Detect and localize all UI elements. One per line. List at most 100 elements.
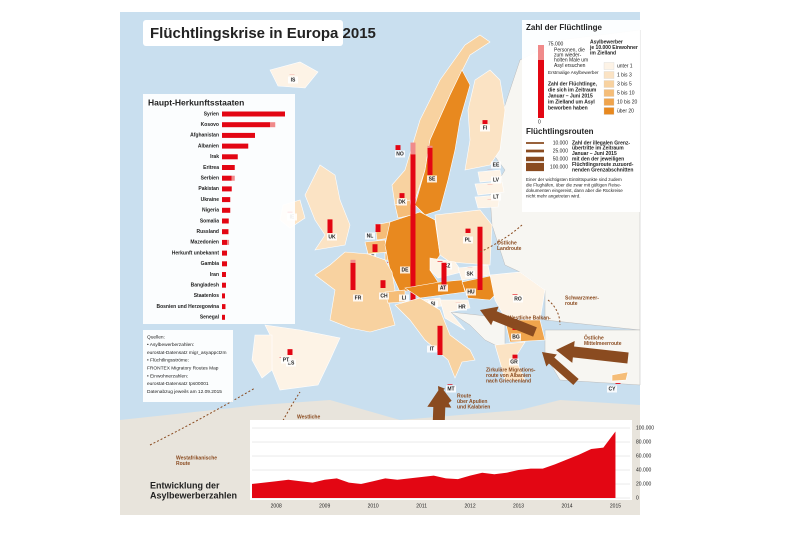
country-code: HU xyxy=(467,289,475,295)
route-label: Route xyxy=(176,461,190,467)
asylum-bar-first xyxy=(399,193,405,198)
route-label: Östliche xyxy=(497,239,517,246)
origin-name: Bangladesh xyxy=(191,283,219,289)
routes-legend-text: Flüchtlingsroute zuzuord- xyxy=(572,162,634,168)
asylum-bar-first xyxy=(437,261,443,262)
source-line: • Flüchtlingsströme: xyxy=(147,358,189,364)
origin-bar-first xyxy=(222,239,228,245)
country-label-bg xyxy=(463,236,473,244)
country-code: PT xyxy=(283,357,289,363)
route-label: Westliche xyxy=(297,414,320,420)
asylum-bar-first xyxy=(395,145,401,150)
country-code: BG xyxy=(512,334,520,340)
source-line: eurostat-Datensatz tps00001 xyxy=(147,381,209,387)
legend-class-label: 1 bis 3 xyxy=(617,72,632,78)
country-label-bg xyxy=(466,288,476,296)
route-label: Östliche xyxy=(584,334,604,341)
route-dashed xyxy=(149,387,256,446)
legend-bar-top: 75.000 xyxy=(548,41,564,47)
legend-class-label: über 20 xyxy=(617,108,634,114)
country-label-bg xyxy=(442,262,452,270)
asylum-bar-first xyxy=(441,262,447,290)
origin-bar-first xyxy=(222,175,232,181)
x-tick-label: 2014 xyxy=(561,503,572,509)
origin-bar-first xyxy=(222,229,228,235)
country-area xyxy=(464,69,506,171)
legend-bar-text: Januar – Juni 2015 xyxy=(548,93,593,99)
asylum-bar-first xyxy=(482,120,488,124)
origin-name: Afghanistan xyxy=(190,133,219,139)
country-label-bg xyxy=(465,270,475,278)
country-label-bg xyxy=(395,150,405,158)
legend-class-label: 10 bis 20 xyxy=(617,99,638,105)
route-label: Landroute xyxy=(497,246,522,252)
legend-repeat-text: Asyl ersuchen xyxy=(554,63,586,69)
asylum-bar-first xyxy=(512,294,518,295)
origin-name: Mazedonien xyxy=(190,240,219,246)
route-label: Westliche Balkan- xyxy=(508,315,551,321)
country-code: SK xyxy=(467,271,474,277)
country-label-bg xyxy=(365,232,375,240)
route-label: und Kalabrien xyxy=(457,404,490,410)
origins-chart: Syrien Kosovo Afghanistan Albanien Irak Eritr… xyxy=(156,111,285,321)
country-label-bg xyxy=(607,385,617,393)
legend-rate-title: je 10.000 Einwohner xyxy=(589,45,638,51)
legend-rate-title: Asylbewerber xyxy=(590,39,623,45)
source-line: • Asylbewerberzahlen: xyxy=(147,342,194,348)
legend: Zahl der Flüchtlinge 75.000 0 Personen, die… xyxy=(526,23,638,198)
route-label: Route xyxy=(457,393,471,399)
country-label-bg xyxy=(327,233,337,241)
asylum-bar-first xyxy=(380,280,386,288)
x-tick-label: 2009 xyxy=(319,503,330,509)
area xyxy=(252,431,616,498)
country-label-bg xyxy=(400,266,410,274)
country-area xyxy=(304,164,351,251)
country-code: MT xyxy=(447,386,454,392)
asylum-bar-first xyxy=(410,154,416,310)
country-code: PL xyxy=(465,237,471,243)
country-label-bg xyxy=(511,333,521,341)
origin-name: Albanien xyxy=(198,143,219,149)
asylum-bar-first xyxy=(447,384,453,385)
country-code: CZ xyxy=(444,263,451,269)
sources-box xyxy=(143,330,233,402)
asylum-bar-first xyxy=(465,228,471,233)
country-code: LI xyxy=(402,295,407,301)
asylum-bar-first xyxy=(615,383,621,384)
countries: ISNOSEFIEELVLTDKIEUKNLBELUDEPLCZSKATHUFR… xyxy=(251,34,629,397)
legend-class-swatch xyxy=(603,80,615,88)
country-code: DK xyxy=(398,199,406,205)
country-label-bg xyxy=(427,175,437,183)
asylum-bar-first xyxy=(350,262,356,290)
country-code: NO xyxy=(396,151,404,157)
country-code: GR xyxy=(510,359,518,365)
country-area xyxy=(394,297,476,379)
origin-name: Serbien xyxy=(201,176,219,182)
legend-class-label: 3 bis 5 xyxy=(617,81,632,87)
country-label-bg xyxy=(399,294,409,302)
origin-name: Kosovo xyxy=(201,122,219,128)
asylum-bar-first xyxy=(287,349,293,355)
country-label-bg xyxy=(513,295,523,303)
origin-name: Irak xyxy=(210,154,219,160)
country-code: DE xyxy=(402,267,410,273)
legend-class-swatch xyxy=(603,89,615,97)
legend-bar-text: die sich im Zeitraum xyxy=(548,87,597,93)
origin-bar-first xyxy=(222,197,231,203)
origins-box xyxy=(143,94,295,324)
source-line: FRONTEX Migratory Routes Map xyxy=(147,365,219,371)
source-line: Datenabzug jeweils am 12.09.2015 xyxy=(147,389,222,395)
origin-name: Gambia xyxy=(201,261,220,267)
route-label: route von Albanien xyxy=(486,373,531,379)
country-label-bg xyxy=(428,300,438,308)
route-label: Schwarzmeer- xyxy=(565,295,599,301)
country-label-bg xyxy=(281,356,291,364)
x-tick-label: 2008 xyxy=(271,503,282,509)
routes-legend-text: übertritte im Zeitraum xyxy=(572,146,624,152)
country-code: LV xyxy=(493,177,500,183)
asylum-bar-first xyxy=(437,325,443,355)
origin-bar-first xyxy=(222,154,238,160)
legend-repeat-text: Personen, die xyxy=(554,47,585,53)
origin-bar-repeat xyxy=(231,175,235,181)
legend-bar-text: im Zielland um Asyl xyxy=(548,99,595,105)
